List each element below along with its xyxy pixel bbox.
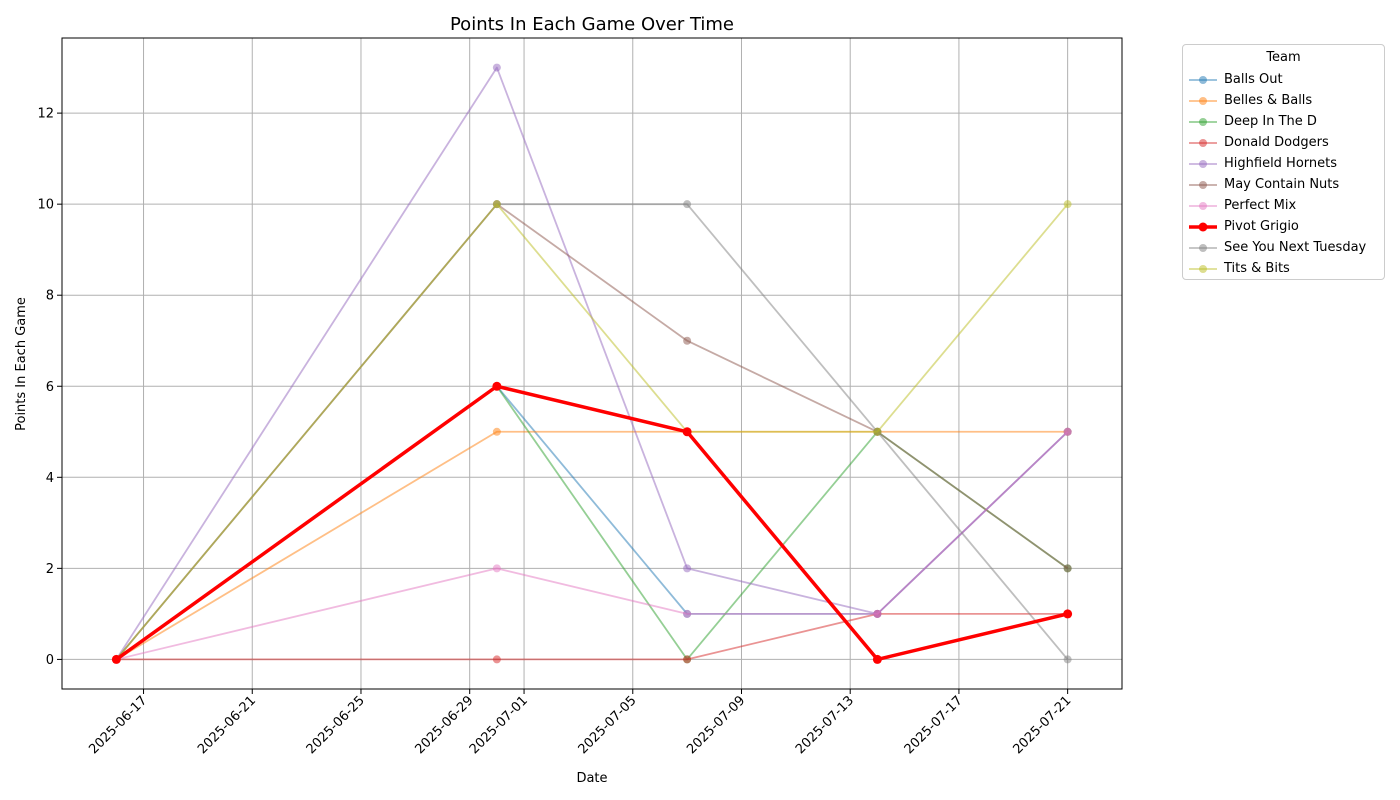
data-point <box>872 654 882 664</box>
legend-entry: Perfect Mix <box>1189 195 1384 216</box>
y-axis-label: Points In Each Game <box>14 297 29 431</box>
series-line <box>115 385 1069 661</box>
data-point <box>1063 427 1072 436</box>
legend-entry: Tits & Bits <box>1189 258 1384 279</box>
legend-entry: Highfield Hornets <box>1189 153 1384 174</box>
x-tick-label: 2025-06-17 <box>86 693 150 757</box>
x-tick-label: 2025-07-21 <box>1010 693 1074 757</box>
data-point <box>873 609 882 618</box>
legend-entry: See You Next Tuesday <box>1189 237 1384 258</box>
legend-label: Pivot Grigio <box>1224 219 1299 234</box>
y-tick-label: 2 <box>46 562 54 577</box>
legend-label: Donald Dodgers <box>1224 135 1329 150</box>
series-belles-balls <box>112 427 1072 664</box>
data-point <box>492 427 501 436</box>
data-point <box>492 63 501 72</box>
y-tick-label: 12 <box>37 107 54 122</box>
legend-swatch <box>1189 159 1217 168</box>
legend-entry: May Contain Nuts <box>1189 174 1384 195</box>
legend-swatch <box>1189 138 1217 147</box>
data-point <box>492 200 501 209</box>
x-tick-label: 2025-07-09 <box>684 693 748 757</box>
data-point <box>492 381 502 391</box>
y-tick-label: 4 <box>46 471 54 486</box>
data-point <box>492 655 501 664</box>
x-tick-label: 2025-06-21 <box>195 693 259 757</box>
legend-swatch <box>1189 96 1217 105</box>
y-axis-ticks: 0 2 4 6 8 10 12 <box>37 107 62 668</box>
y-tick-label: 8 <box>46 289 54 304</box>
data-point <box>682 427 692 437</box>
legend-label: Tits & Bits <box>1224 261 1290 276</box>
data-point <box>683 336 692 345</box>
chart-title: Points In Each Game Over Time <box>450 14 734 35</box>
legend-swatch <box>1189 75 1217 84</box>
series-layer <box>111 63 1073 664</box>
legend-label: Perfect Mix <box>1224 198 1297 213</box>
legend-entry: Donald Dodgers <box>1189 132 1384 153</box>
legend-swatch <box>1189 243 1217 252</box>
legend-swatch <box>1189 117 1217 126</box>
x-tick-label: 2025-07-01 <box>467 693 531 757</box>
series-perfect-mix <box>112 427 1072 664</box>
x-tick-label: 2025-06-25 <box>304 693 368 757</box>
legend-entry: Deep In The D <box>1189 111 1384 132</box>
y-tick-label: 0 <box>46 653 54 668</box>
legend-swatch <box>1189 201 1217 210</box>
legend-entry: Pivot Grigio <box>1189 216 1384 237</box>
x-tick-label: 2025-07-13 <box>793 693 857 757</box>
grid-lines <box>62 38 1122 689</box>
y-tick-label: 10 <box>37 198 54 213</box>
legend-label: Highfield Hornets <box>1224 156 1338 171</box>
data-point <box>683 564 692 573</box>
x-axis-ticks: 2025-06-17 2025-06-21 2025-06-25 2025-06-29… <box>86 689 1074 757</box>
y-tick-label: 6 <box>46 380 54 395</box>
data-point <box>1063 564 1072 573</box>
plot-area-frame <box>61 37 1123 690</box>
legend-swatch <box>1189 180 1217 189</box>
data-point <box>873 427 882 436</box>
data-point <box>683 200 692 209</box>
series-highfield-hornets <box>112 63 1072 664</box>
x-tick-label: 2025-07-17 <box>902 693 966 757</box>
legend-swatch <box>1189 222 1217 231</box>
series-donald-dodgers <box>112 609 1072 664</box>
x-axis-label: Date <box>576 771 607 786</box>
series-deep-in-the-d <box>112 382 1072 664</box>
data-point <box>683 655 692 664</box>
legend-entry: Balls Out <box>1189 69 1384 90</box>
legend: Team Balls Out Belles & Balls Deep In The … <box>1182 44 1385 280</box>
legend-label: See You Next Tuesday <box>1224 240 1367 255</box>
series-line <box>116 612 1068 661</box>
legend-label: Deep In The D <box>1224 114 1317 129</box>
data-point <box>1063 655 1072 664</box>
data-point <box>1063 200 1072 209</box>
legend-swatch <box>1189 264 1217 273</box>
data-point <box>1063 609 1073 619</box>
legend-title: Team <box>1266 50 1301 65</box>
data-point <box>111 654 121 664</box>
data-point <box>492 564 501 573</box>
legend-label: Balls Out <box>1224 72 1283 87</box>
series-pivot-grigio <box>111 381 1073 664</box>
series-line <box>115 66 1069 660</box>
legend-label: May Contain Nuts <box>1224 177 1340 192</box>
x-tick-label: 2025-07-05 <box>576 693 640 757</box>
legend-entry: Belles & Balls <box>1189 90 1384 111</box>
legend-label: Belles & Balls <box>1224 93 1313 108</box>
data-point <box>683 609 692 618</box>
